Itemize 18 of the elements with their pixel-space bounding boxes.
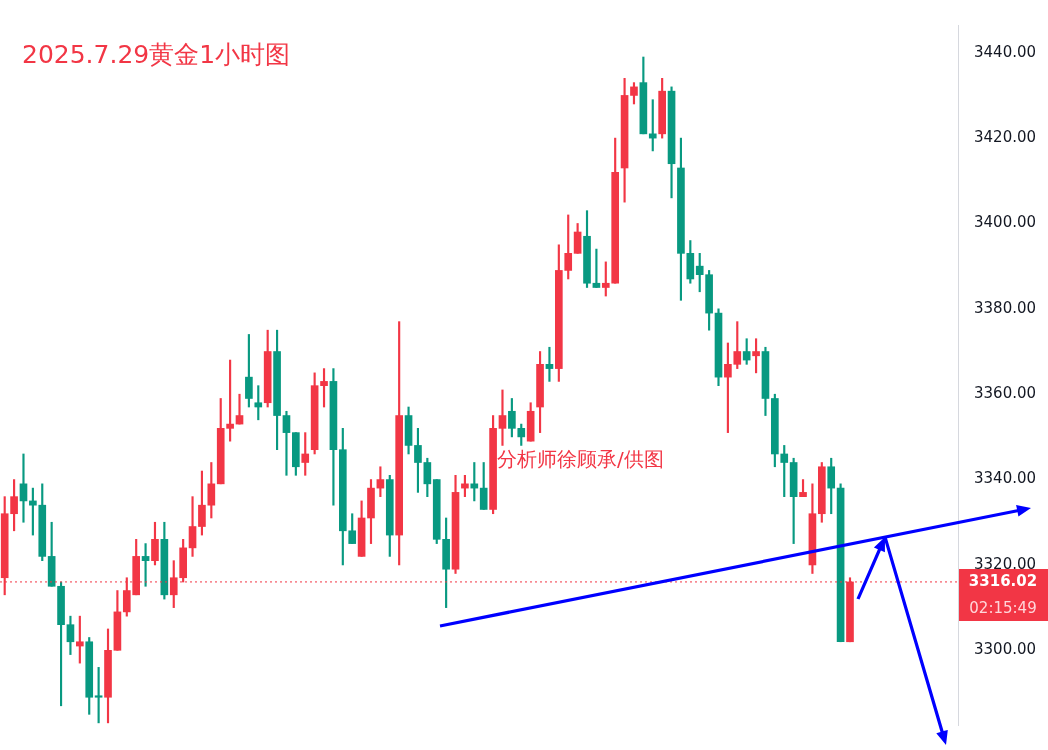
y-tick-label: 3300.00 — [974, 640, 1037, 659]
candlestick — [498, 389, 507, 446]
text: 02:15:49 — [969, 598, 1037, 617]
y-tick-label: 3340.00 — [974, 469, 1037, 488]
candlestick — [282, 410, 291, 476]
y-tick-label: 3400.00 — [974, 213, 1037, 232]
y-tick-label: 3420.00 — [974, 128, 1037, 146]
candlestick — [235, 393, 244, 425]
y-tick-label: 3360.00 — [974, 384, 1037, 403]
y-tick-label: 3320.00 — [974, 554, 1037, 573]
candlestick — [188, 496, 197, 557]
y-tick-label: 3380.00 — [974, 298, 1037, 317]
candlestick — [141, 543, 150, 587]
candlestick — [545, 346, 554, 382]
annotation: 分析师徐顾承/供图 — [497, 447, 664, 472]
y-tick-label: 3440.00 — [974, 42, 1037, 61]
ref-line-label: 3316.02 — [968, 571, 1038, 590]
text: 2025.7.29黄金1小时图 — [22, 39, 291, 71]
